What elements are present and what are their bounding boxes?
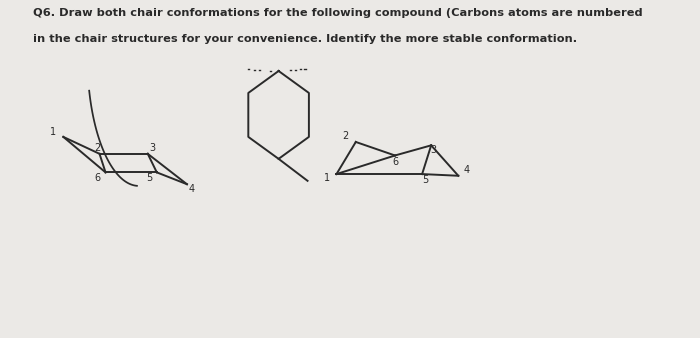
Text: 5: 5: [422, 175, 428, 185]
Text: 3: 3: [430, 145, 436, 155]
Text: 6: 6: [94, 173, 101, 183]
Text: 5: 5: [146, 173, 153, 183]
Text: 6: 6: [392, 156, 398, 167]
Text: 1: 1: [324, 173, 330, 184]
Text: 4: 4: [188, 184, 194, 194]
Text: 2: 2: [342, 131, 348, 141]
Text: 2: 2: [94, 143, 101, 153]
Text: in the chair structures for your convenience. Identify the more stable conformat: in the chair structures for your conveni…: [33, 34, 577, 44]
Text: 3: 3: [149, 143, 155, 153]
Text: 1: 1: [50, 127, 56, 138]
Text: 4: 4: [463, 165, 469, 175]
Text: Q6. Draw both chair conformations for the following compound (Carbons atoms are : Q6. Draw both chair conformations for th…: [33, 8, 643, 19]
